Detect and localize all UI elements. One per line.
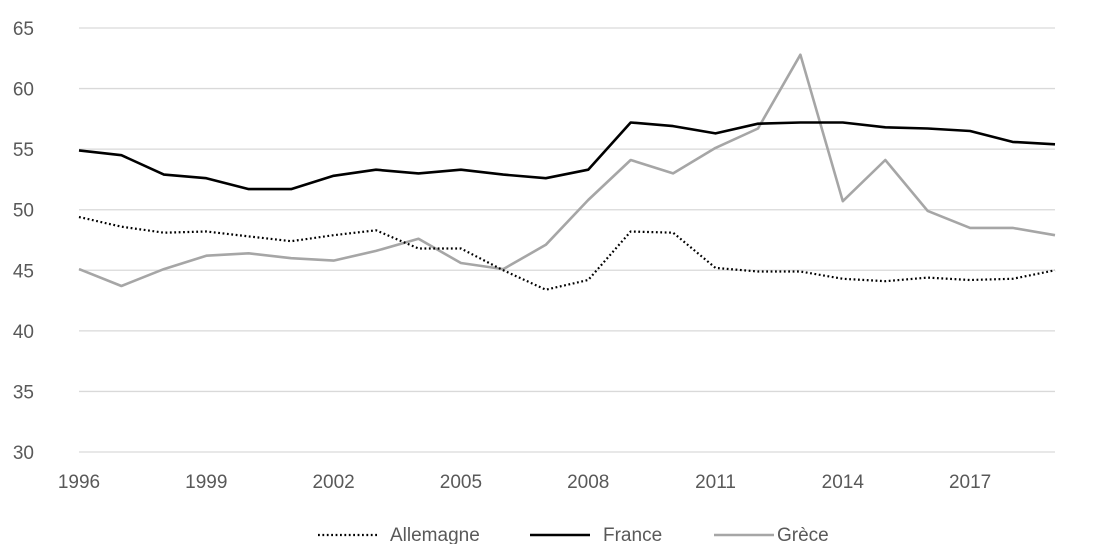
x-tick-label-1996: 1996	[58, 472, 100, 493]
x-axis-tick-labels: 1996 1999 2002 2005 2008 2011 2014 2017	[58, 472, 991, 493]
y-tick-label-65: 65	[13, 19, 34, 40]
series-line-france	[78, 121, 1056, 191]
legend-label-france: France	[603, 525, 662, 544]
y-tick-label-55: 55	[13, 140, 34, 161]
x-tick-label-1999: 1999	[185, 472, 227, 493]
y-axis-tick-labels: 30 35 40 45 50 55 60 65	[13, 19, 34, 464]
y-tick-label-45: 45	[13, 261, 34, 282]
y-tick-label-30: 30	[13, 443, 34, 464]
series-line-grece	[78, 53, 1056, 288]
x-tick-label-2002: 2002	[312, 472, 354, 493]
y-tick-label-40: 40	[13, 322, 34, 343]
y-tick-label-50: 50	[13, 201, 34, 222]
y-tick-label-60: 60	[13, 80, 34, 101]
legend-label-allemagne: Allemagne	[390, 525, 480, 544]
x-tick-label-2014: 2014	[822, 472, 865, 493]
x-tick-label-2017: 2017	[949, 472, 991, 493]
series-line-allemagne	[78, 215, 1056, 291]
x-tick-label-2011: 2011	[695, 472, 736, 493]
legend: Allemagne France Grèce	[318, 525, 829, 546]
gridlines	[79, 27, 1055, 453]
x-tick-label-2008: 2008	[567, 472, 609, 493]
series-lines	[78, 53, 1056, 291]
legend-label-grece: Grèce	[777, 525, 829, 544]
y-tick-label-35: 35	[13, 382, 34, 403]
x-tick-label-2005: 2005	[440, 472, 482, 493]
